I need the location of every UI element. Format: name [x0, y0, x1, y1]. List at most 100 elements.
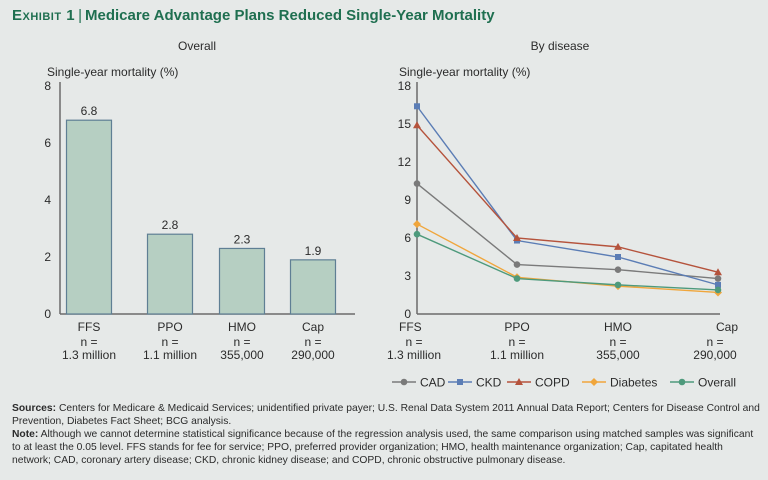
bar-chart-x-tick-label: PPO	[157, 320, 182, 334]
sources-text: Centers for Medicare & Medicaid Services…	[12, 403, 760, 427]
bar-chart-y-tick-label: 0	[44, 307, 51, 321]
series-line-copd	[416, 124, 719, 273]
bar-chart-x-tick-label: HMO	[228, 320, 256, 334]
line-chart-y-tick-label: 18	[398, 79, 412, 93]
series-cad	[413, 180, 722, 282]
line-chart-y-tick-label: 6	[404, 231, 411, 245]
data-point-ckd	[615, 254, 621, 260]
bar-data-label: 2.3	[234, 232, 251, 246]
series-copd	[413, 121, 722, 276]
line-chart-sample-size: 1.1 million	[490, 348, 544, 362]
bar-chart-sample-size: n =	[161, 335, 178, 349]
bar-ffs	[65, 119, 113, 315]
methodology-note: Note: Although we cannot determine stati…	[12, 428, 762, 467]
bar-chart-sample-size: 290,000	[291, 348, 335, 362]
bar-cap	[289, 259, 337, 315]
data-point-overall	[413, 230, 421, 238]
legend-label: Diabetes	[610, 376, 657, 390]
data-point-overall	[614, 281, 622, 289]
bar-chart: Single-year mortality (%) 0 2 4 6 8 6.8 2.8 2.…	[44, 65, 355, 362]
sources-note: Sources: Centers for Medicare & Medicaid…	[12, 402, 762, 428]
bar-chart-sample-size: n =	[233, 335, 250, 349]
sources-label: Sources:	[12, 403, 57, 414]
note-text: Although we cannot determine statistical…	[12, 429, 754, 466]
bar-ppo	[146, 233, 194, 315]
bar-chart-sample-size: n =	[80, 335, 97, 349]
line-chart-sample-size: n =	[405, 335, 422, 349]
bar-data-label: 2.8	[162, 218, 179, 232]
legend-item-diabetes: Diabetes	[582, 376, 657, 390]
bar-chart-y-tick-label: 8	[44, 79, 51, 93]
line-chart-y-tick-label: 3	[404, 269, 411, 283]
series-overall	[413, 230, 722, 294]
legend-marker	[515, 378, 523, 385]
legend-item-ckd: CKD	[448, 376, 502, 390]
legend-label: CKD	[476, 376, 502, 390]
legend-item-cad: CAD	[392, 376, 446, 390]
exhibit-label: Exhibit 1	[12, 7, 76, 24]
bar-hmo	[218, 247, 266, 315]
legend-marker	[457, 379, 463, 385]
data-point-cad	[413, 180, 421, 187]
bar-chart-panel-title: Overall	[177, 39, 217, 53]
data-point-ckd	[414, 103, 420, 110]
data-point-overall	[714, 286, 722, 294]
line-chart-x-tick-label: FFS	[399, 320, 422, 334]
line-chart-sample-size: n =	[609, 335, 626, 349]
legend-marker	[678, 378, 686, 386]
line-chart-x-tick-label: Cap	[716, 320, 738, 334]
line-chart-sample-size: 355,000	[596, 348, 640, 362]
data-point-copd	[513, 234, 521, 241]
series-line-ckd	[416, 105, 719, 286]
series-line-cad	[416, 182, 719, 280]
bar-chart-y-tick-label: 4	[44, 193, 51, 207]
bar-chart-x-tick-label: Cap	[302, 320, 324, 334]
data-point-copd	[714, 268, 722, 276]
legend-marker	[400, 378, 408, 386]
legend-label: CAD	[420, 376, 446, 390]
bar-chart-sample-size: n =	[304, 335, 321, 349]
line-chart-sample-size: 290,000	[693, 348, 737, 362]
footnotes: Sources: Centers for Medicare & Medicaid…	[12, 402, 762, 467]
series-ckd	[414, 103, 721, 288]
line-chart-y-tick-label: 12	[398, 155, 412, 169]
title-text: Medicare Advantage Plans Reduced Single-…	[84, 7, 495, 24]
data-point-overall	[513, 275, 521, 282]
line-chart-x-tick-label: PPO	[504, 320, 529, 334]
line-chart-y-axis-label: Single-year mortality (%)	[399, 65, 530, 79]
bar-data-label: 1.9	[305, 244, 322, 258]
line-chart-sample-size: n =	[706, 335, 723, 349]
line-chart-y-tick-label: 15	[398, 117, 412, 131]
data-point-copd	[413, 121, 421, 129]
line-chart-panel-title: By disease	[530, 39, 590, 53]
bar-chart-sample-size: 355,000	[220, 348, 264, 362]
legend-item-copd: COPD	[507, 376, 570, 390]
bar-chart-sample-size: 1.3 million	[62, 348, 116, 362]
exhibit-title: Exhibit 1 | Medicare Advantage Plans Reduc…	[12, 7, 495, 24]
bar-chart-sample-size: 1.1 million	[143, 348, 197, 362]
line-chart-y-tick-label: 9	[404, 193, 411, 207]
bar-chart-y-tick-label: 6	[44, 136, 51, 150]
legend-marker	[590, 378, 598, 386]
series-diabetes	[413, 220, 722, 297]
line-chart-y-tick-label: 0	[404, 307, 411, 321]
title-separator: |	[78, 7, 82, 24]
bar-chart-y-axis-label: Single-year mortality (%)	[47, 65, 178, 79]
data-point-cad	[714, 275, 722, 282]
bar-data-label: 6.8	[81, 104, 98, 118]
data-point-copd	[614, 242, 622, 250]
legend-label: COPD	[535, 376, 570, 390]
legend-label: Overall	[698, 376, 736, 390]
data-point-cad	[614, 266, 622, 273]
line-chart-x-tick-label: HMO	[604, 320, 632, 334]
data-point-cad	[513, 261, 521, 268]
line-chart-sample-size: 1.3 million	[387, 348, 441, 362]
legend-item-overall: Overall	[670, 376, 736, 390]
series-line-overall	[416, 233, 719, 291]
bar-chart-y-tick-label: 2	[44, 250, 51, 264]
line-chart-sample-size: n =	[508, 335, 525, 349]
data-point-diabetes	[413, 220, 421, 229]
data-point-ckd	[715, 281, 721, 288]
line-chart: Single-year mortality (%) 0 3 6 9 12 15 18 FFS…	[387, 65, 738, 390]
bar-chart-x-tick-label: FFS	[78, 320, 101, 334]
